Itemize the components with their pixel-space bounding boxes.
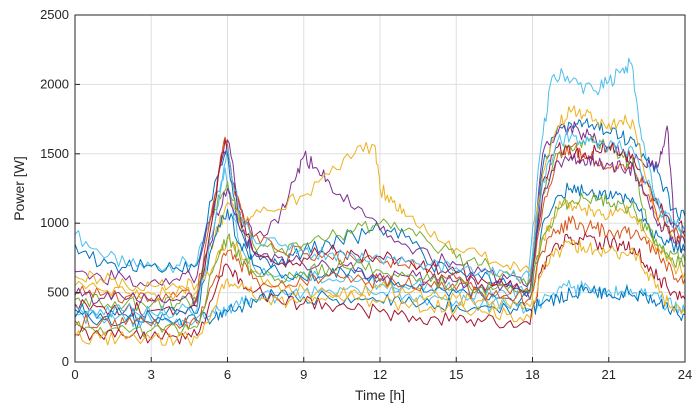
series-line-17 <box>74 130 686 319</box>
y-tick-label: 1500 <box>40 146 69 161</box>
x-tick-label: 0 <box>71 367 78 382</box>
series-line-11 <box>74 199 686 311</box>
series-line-13 <box>74 153 686 307</box>
x-tick-label: 6 <box>224 367 231 382</box>
series-line-9 <box>74 279 686 328</box>
x-tick-label: 15 <box>449 367 463 382</box>
x-tick-label: 12 <box>373 367 387 382</box>
x-tick-label: 18 <box>525 367 539 382</box>
y-tick-label: 1000 <box>40 215 69 230</box>
series-lines <box>74 57 686 347</box>
y-axis-ticks: 0 500 1000 1500 2000 2500 <box>40 7 80 369</box>
x-tick-label: 3 <box>148 367 155 382</box>
series-line-14 <box>74 192 686 338</box>
series-line-6 <box>74 135 686 312</box>
y-tick-label: 2500 <box>40 7 69 22</box>
series-line-8 <box>74 182 686 324</box>
series-line-15 <box>74 232 686 345</box>
x-tick-label: 9 <box>300 367 307 382</box>
x-tick-label: 24 <box>678 367 692 382</box>
x-tick-label: 21 <box>602 367 616 382</box>
x-axis-label: Time [h] <box>355 387 405 403</box>
y-tick-label: 500 <box>47 285 69 300</box>
y-axis-label: Power [W] <box>11 156 27 221</box>
series-line-12 <box>74 215 686 331</box>
series-line-7 <box>74 139 686 319</box>
y-tick-label: 2000 <box>40 76 69 91</box>
series-line-16 <box>74 239 686 347</box>
x-axis-ticks: 0 3 6 9 12 15 18 21 24 <box>71 357 692 382</box>
series-line-1 <box>74 57 686 300</box>
y-tick-label: 0 <box>62 354 69 369</box>
